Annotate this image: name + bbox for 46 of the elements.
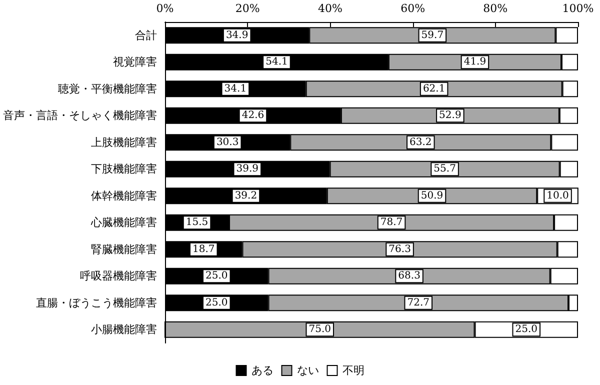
x-tick-label: 40%	[318, 2, 342, 15]
data-label: 62.1	[422, 83, 446, 94]
y-tick-label: 音声・言語・そしゃく機能障害	[3, 109, 157, 122]
legend-label: ある	[251, 364, 274, 377]
y-tick-label: 腎臓機能障害	[91, 242, 157, 256]
data-label: 18.7	[192, 244, 215, 255]
data-label: 72.7	[407, 297, 430, 308]
data-label: 52.9	[439, 110, 462, 122]
x-tick-label: 100%	[562, 2, 594, 15]
data-label: 25.0	[515, 324, 538, 336]
legend-label: 不明	[342, 364, 364, 377]
data-label: 15.5	[186, 217, 208, 228]
y-tick-label: 体幹機能障害	[91, 189, 157, 202]
data-label: 25.0	[205, 297, 228, 308]
data-label: 30.3	[216, 136, 239, 148]
data-label: 34.1	[224, 83, 247, 94]
y-tick-label: 上肢機能障害	[91, 136, 157, 149]
y-tick-label: 小腸機能障害	[91, 323, 157, 336]
data-label: 78.7	[380, 217, 403, 228]
legend-label: ない	[296, 364, 319, 377]
data-label: 76.3	[388, 244, 411, 255]
x-tick-label: 20%	[235, 2, 260, 15]
y-tick-label: 合計	[135, 28, 157, 42]
data-label: 50.9	[420, 190, 444, 202]
data-label: 59.7	[421, 30, 444, 41]
x-tick-label: 60%	[400, 2, 426, 15]
y-tick-label: 下肢機能障害	[91, 162, 157, 176]
y-tick-label: 聴覚・平衡機能障害	[58, 82, 157, 96]
data-label: 55.7	[434, 164, 456, 175]
data-label: 34.9	[226, 30, 248, 41]
y-tick-label: 視覚障害	[113, 56, 157, 69]
y-tick-label: 呼吸器機能障害	[80, 270, 157, 283]
x-tick-label: 0%	[156, 2, 174, 15]
data-label: 39.9	[236, 164, 259, 175]
y-tick-label: 心臓機能障害	[90, 216, 157, 230]
data-label: 25.0	[205, 270, 228, 282]
data-label: 75.0	[308, 324, 332, 336]
data-label: 41.9	[464, 56, 486, 68]
data-label: 42.6	[242, 110, 264, 122]
data-label: 10.0	[546, 190, 569, 202]
x-tick-label: 80%	[483, 2, 508, 15]
data-label: 39.2	[234, 190, 258, 202]
data-label: 68.3	[398, 270, 420, 282]
y-tick-label: 直腸・ぼうこう機能障害	[36, 296, 157, 310]
data-label: 54.1	[266, 56, 288, 68]
data-label: 63.2	[410, 136, 432, 148]
